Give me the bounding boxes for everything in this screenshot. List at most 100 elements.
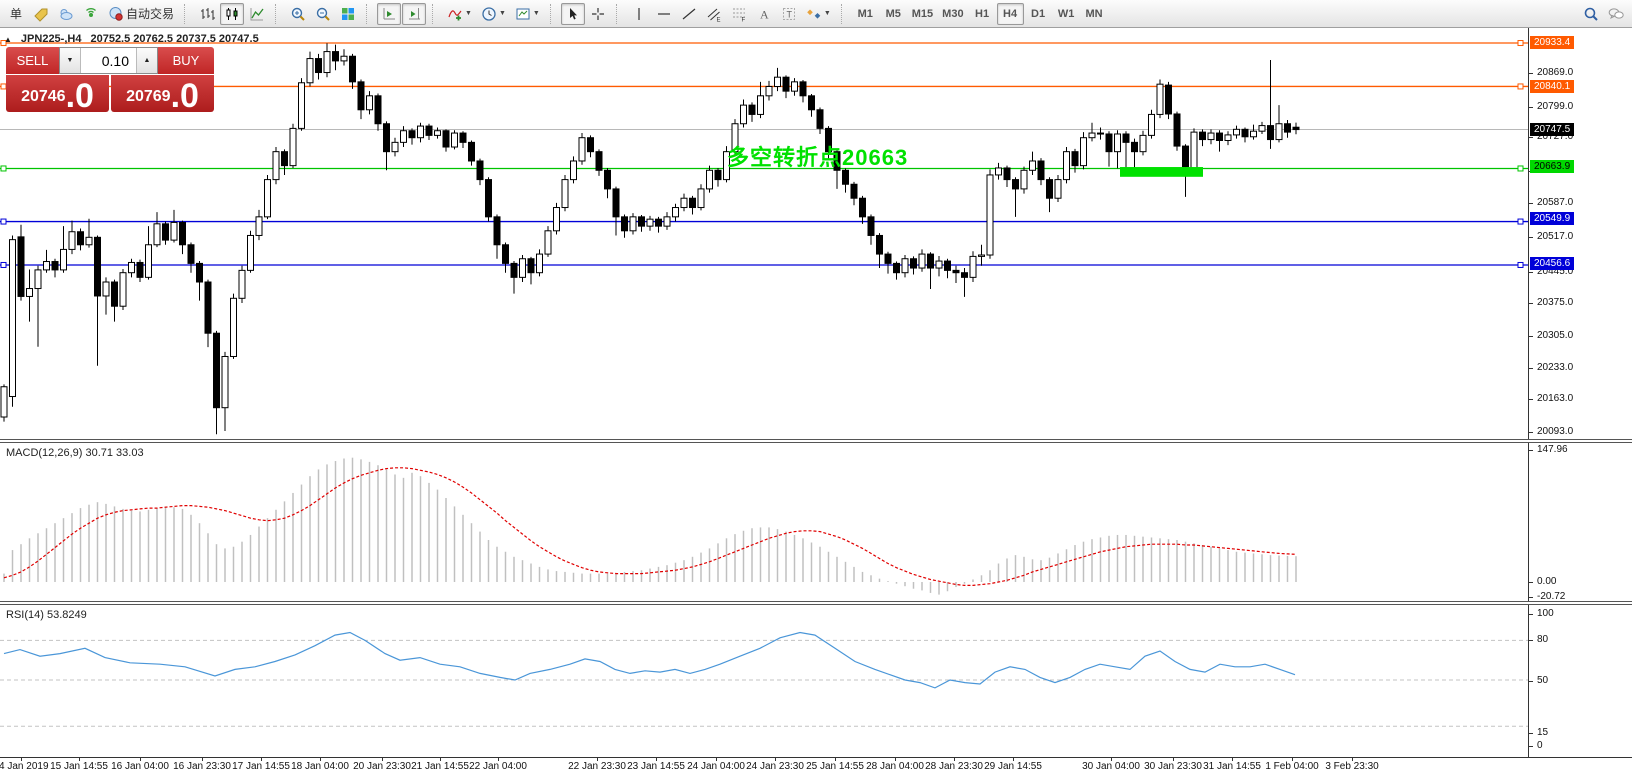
tile-windows-button[interactable] — [336, 3, 360, 25]
periods-button[interactable]: ▼ — [477, 3, 510, 25]
line-anchor-marker[interactable] — [1517, 83, 1524, 90]
chart-window[interactable]: ▲ JPN225-,H4 20752.5 20762.5 20737.5 207… — [0, 28, 1632, 774]
horizontal-line-button[interactable] — [652, 3, 676, 25]
dropdown-caret-icon[interactable]: ▼ — [465, 10, 472, 17]
price-tick-label: 20375.0 — [1537, 297, 1574, 308]
volume-increase-button[interactable]: ▲ — [136, 48, 157, 73]
collapse-triangle-icon[interactable]: ▲ — [4, 34, 12, 44]
line-anchor-marker[interactable] — [1517, 261, 1524, 268]
crosshair-button[interactable] — [586, 3, 610, 25]
periods-icon — [482, 6, 496, 21]
price-tick-label: 20233.0 — [1537, 362, 1574, 373]
arrows-button[interactable]: ▼ — [802, 3, 835, 25]
volume-decrease-button[interactable]: ▼ — [60, 48, 81, 73]
sell-button[interactable]: SELL — [6, 47, 59, 74]
time-axis-label: 24 Jan 04:00 — [687, 761, 745, 772]
text-button[interactable]: A — [752, 3, 776, 25]
search-icon[interactable] — [1579, 3, 1603, 25]
price-tick-label: 100 — [1537, 608, 1554, 619]
signals-icon[interactable] — [79, 3, 103, 25]
price-tick — [1529, 107, 1533, 108]
bars-chart-button[interactable] — [195, 3, 219, 25]
time-axis-label: 16 Jan 04:00 — [111, 761, 169, 772]
chart-shift-button[interactable] — [402, 2, 427, 25]
price-badge: 20549.9 — [1530, 212, 1575, 225]
sell-price-fraction: .0 — [65, 77, 94, 115]
line-anchor-marker[interactable] — [1517, 218, 1524, 225]
time-tick — [1352, 758, 1353, 761]
zoom-in-button[interactable] — [286, 3, 310, 25]
tf-h4[interactable]: H4 — [996, 2, 1024, 25]
buy-price-box[interactable]: 20769 .0 — [111, 75, 214, 113]
line-anchor-marker[interactable] — [1517, 40, 1524, 47]
auto-scroll-button[interactable] — [377, 2, 402, 25]
tf-m1[interactable]: M1 — [852, 3, 879, 25]
trendline-button[interactable] — [677, 3, 701, 25]
price-badge: 20933.4 — [1530, 36, 1575, 49]
tf-d1[interactable]: D1 — [1025, 3, 1052, 25]
buy-price-main: 20769 — [126, 88, 171, 105]
time-tick — [895, 758, 896, 761]
alert-tag-icon[interactable] — [29, 3, 53, 25]
tf-w1[interactable]: W1 — [1053, 3, 1080, 25]
horizontal-line-icon — [657, 12, 670, 15]
price-tick — [1529, 336, 1533, 337]
dropdown-caret-icon[interactable]: ▼ — [532, 10, 540, 17]
line-anchor-marker[interactable] — [0, 165, 7, 172]
cursor-button[interactable] — [560, 2, 585, 25]
dropdown-caret-icon[interactable]: ▼ — [823, 10, 831, 17]
new-order-button[interactable]: 单 — [4, 3, 28, 25]
price-tick — [1529, 733, 1533, 734]
macd-pane[interactable] — [0, 443, 1528, 601]
fibonacci-button[interactable]: F — [727, 3, 751, 25]
pane-separator[interactable] — [0, 601, 1632, 605]
line-anchor-marker[interactable] — [1517, 165, 1524, 172]
time-tick — [79, 758, 80, 761]
templates-button[interactable]: ▼ — [511, 3, 544, 25]
price-tick-label: 20093.0 — [1537, 426, 1574, 437]
price-axis[interactable]: 20869.020799.020727.020657.020587.020517… — [1528, 28, 1632, 757]
buy-button[interactable]: BUY — [158, 47, 214, 74]
indicators-button[interactable]: ▼ — [443, 3, 476, 25]
time-tick — [21, 758, 22, 761]
time-tick — [1111, 758, 1112, 761]
tf-m5[interactable]: M5 — [880, 3, 907, 25]
toolbar-separator — [366, 3, 373, 24]
time-tick — [440, 758, 441, 761]
candlestick-chart-button[interactable] — [220, 2, 245, 25]
zoom-in-icon — [291, 7, 305, 21]
price-badge: 20840.1 — [1530, 80, 1575, 93]
price-tick — [1529, 597, 1533, 598]
sell-price-box[interactable]: 20746 .0 — [6, 75, 109, 115]
tf-m15[interactable]: M15 — [908, 3, 937, 25]
highlight-zone[interactable] — [1120, 167, 1203, 177]
time-tick — [1173, 758, 1174, 761]
toolbar-separator — [615, 3, 623, 24]
line-anchor-marker[interactable] — [0, 261, 7, 268]
rsi-pane[interactable] — [0, 605, 1528, 757]
indicators-icon — [448, 9, 462, 20]
vertical-line-icon — [638, 7, 640, 20]
search-icon-icon — [1584, 7, 1598, 21]
volume-value[interactable]: 0.10 — [101, 52, 129, 69]
pivot-annotation-text: 多空转折点20663 — [727, 145, 909, 170]
text-label-button[interactable]: T — [777, 3, 801, 25]
line-anchor-marker[interactable] — [0, 40, 7, 47]
tf-h1[interactable]: H1 — [969, 3, 996, 25]
pane-separator[interactable] — [0, 439, 1632, 443]
time-axis-label: 29 Jan 14:55 — [984, 761, 1042, 772]
tf-m30[interactable]: M30 — [938, 3, 967, 25]
channel-button[interactable]: E — [702, 3, 726, 25]
zoom-out-button[interactable] — [311, 3, 335, 25]
vertical-line-button[interactable] — [627, 3, 651, 25]
dropdown-caret-icon[interactable]: ▼ — [498, 10, 506, 17]
price-pane[interactable] — [0, 28, 1528, 439]
accounts-cloud-icon[interactable] — [54, 3, 78, 25]
tf-mn[interactable]: MN — [1081, 3, 1108, 25]
line-anchor-marker[interactable] — [0, 218, 7, 225]
autotrade-button[interactable]: 自动交易 — [104, 3, 178, 25]
price-tick — [1529, 681, 1533, 682]
chat-icon[interactable] — [1604, 3, 1628, 25]
line-chart-button[interactable] — [245, 3, 269, 25]
